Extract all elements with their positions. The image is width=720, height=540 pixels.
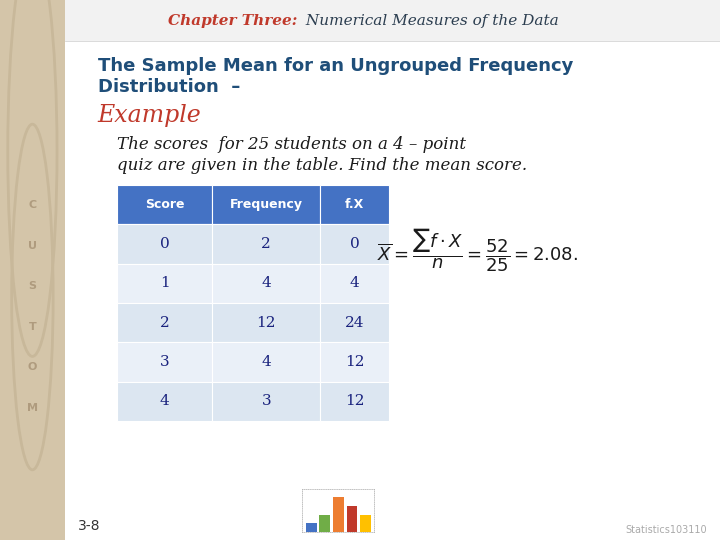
Text: 0: 0 — [350, 237, 359, 251]
FancyBboxPatch shape — [117, 342, 212, 382]
Text: 2: 2 — [160, 316, 170, 329]
FancyBboxPatch shape — [320, 382, 389, 421]
Text: S: S — [28, 281, 37, 291]
FancyBboxPatch shape — [117, 185, 212, 224]
Text: Frequency: Frequency — [230, 198, 303, 211]
Text: f.X: f.X — [345, 198, 364, 211]
Text: The Sample Mean for an Ungrouped Frequency: The Sample Mean for an Ungrouped Frequen… — [98, 57, 573, 75]
Bar — [346, 506, 358, 532]
Text: 4: 4 — [261, 276, 271, 290]
Text: 2: 2 — [261, 237, 271, 251]
FancyBboxPatch shape — [320, 224, 389, 264]
Text: 3: 3 — [160, 355, 169, 369]
Text: T: T — [29, 322, 36, 332]
Bar — [319, 515, 330, 532]
FancyBboxPatch shape — [212, 342, 320, 382]
Text: Distribution  –: Distribution – — [98, 78, 240, 97]
FancyBboxPatch shape — [117, 224, 212, 264]
Text: quiz are given in the table. Find the mean score.: quiz are given in the table. Find the me… — [117, 157, 527, 174]
Text: 4: 4 — [350, 276, 359, 290]
Text: The scores  for 25 students on a 4 – point: The scores for 25 students on a 4 – poin… — [117, 136, 467, 153]
Text: O: O — [27, 362, 37, 372]
Text: Score: Score — [145, 198, 184, 211]
FancyBboxPatch shape — [212, 264, 320, 303]
FancyBboxPatch shape — [320, 264, 389, 303]
Text: 3: 3 — [261, 395, 271, 408]
FancyBboxPatch shape — [212, 185, 320, 224]
Text: 4: 4 — [261, 355, 271, 369]
Text: 12: 12 — [256, 316, 276, 329]
FancyBboxPatch shape — [320, 185, 389, 224]
Text: Numerical Measures of the Data: Numerical Measures of the Data — [301, 14, 559, 28]
Bar — [333, 497, 344, 532]
FancyBboxPatch shape — [212, 303, 320, 342]
Text: 1: 1 — [160, 276, 170, 290]
FancyBboxPatch shape — [117, 264, 212, 303]
Text: Chapter Three:: Chapter Three: — [168, 14, 297, 28]
Text: 12: 12 — [345, 395, 364, 408]
Text: M: M — [27, 403, 38, 413]
FancyBboxPatch shape — [320, 342, 389, 382]
Text: 12: 12 — [345, 355, 364, 369]
FancyBboxPatch shape — [65, 0, 720, 40]
FancyBboxPatch shape — [117, 303, 212, 342]
Text: $\overline{X} = \dfrac{\sum f \cdot X}{n} = \dfrac{52}{25} = 2.08.$: $\overline{X} = \dfrac{\sum f \cdot X}{n… — [377, 228, 578, 274]
FancyBboxPatch shape — [212, 382, 320, 421]
Text: Statistics103110: Statistics103110 — [625, 525, 707, 535]
Text: C: C — [28, 200, 37, 210]
Text: Example: Example — [98, 104, 202, 126]
Text: 4: 4 — [160, 395, 170, 408]
Text: U: U — [28, 241, 37, 251]
Bar — [360, 515, 371, 532]
FancyBboxPatch shape — [320, 303, 389, 342]
FancyBboxPatch shape — [212, 224, 320, 264]
Bar — [306, 523, 317, 532]
FancyBboxPatch shape — [117, 382, 212, 421]
Text: 0: 0 — [160, 237, 170, 251]
Text: 24: 24 — [345, 316, 364, 329]
Text: 3-8: 3-8 — [78, 519, 100, 534]
